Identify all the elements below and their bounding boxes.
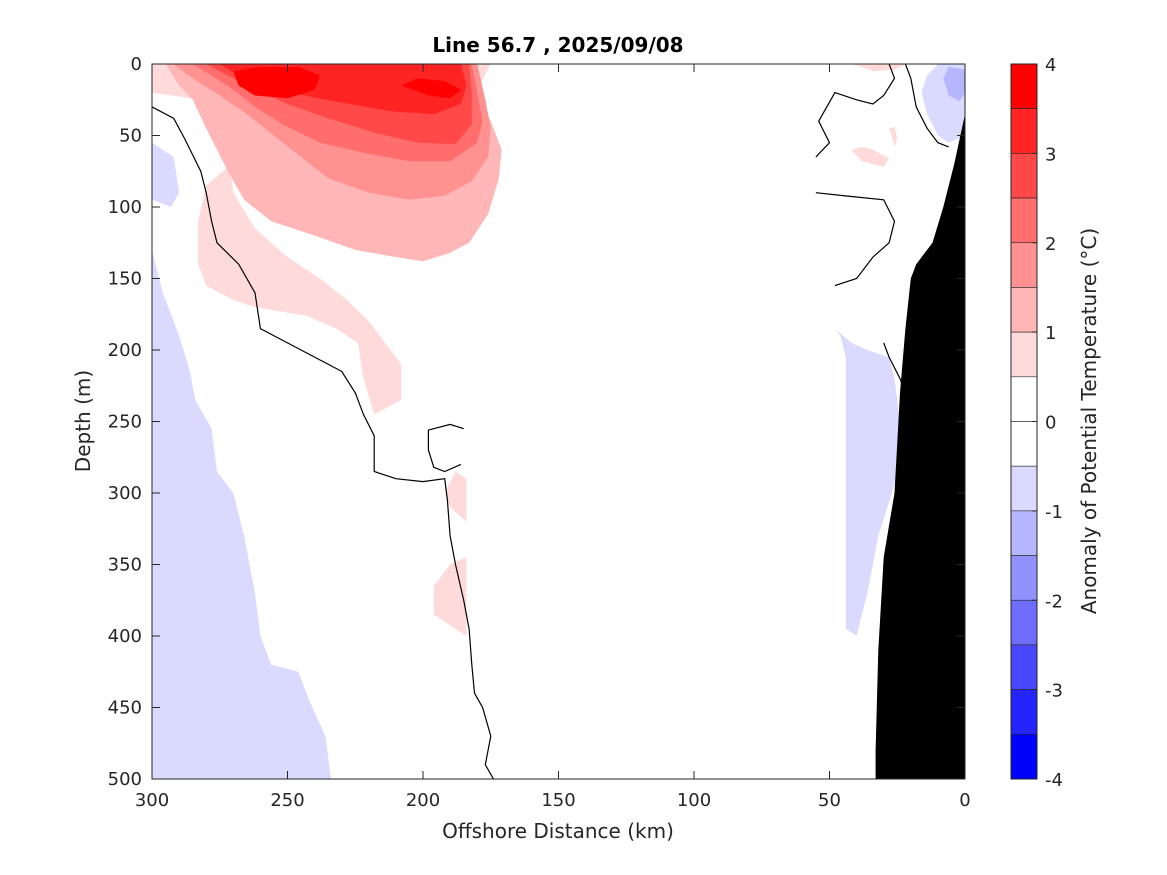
anomaly-region-warm-nearshore-2	[851, 146, 890, 167]
colorbar-level	[1010, 108, 1038, 154]
y-tick-label: 200	[108, 340, 142, 361]
colorbar-level	[1010, 421, 1038, 467]
zero-contours	[152, 64, 949, 779]
x-tick-label: 300	[135, 790, 169, 811]
colorbar-tick-label: 1	[1045, 323, 1056, 344]
x-tick-label: 200	[406, 790, 440, 811]
anomaly-region-cool-nearshore	[829, 321, 900, 636]
y-tick-label: 500	[108, 769, 142, 790]
x-axis-label: Offshore Distance (km)	[442, 819, 674, 843]
y-tick-label: 350	[108, 555, 142, 576]
anomaly-region-cool-nearshore-core	[943, 66, 965, 102]
colorbar-tick-label: -1	[1045, 502, 1063, 523]
colorbar-level	[1010, 510, 1038, 556]
colorbar-tick-label: 2	[1045, 234, 1056, 255]
anomaly-region-warm-3.5	[233, 66, 320, 99]
colorbar-level	[1010, 197, 1038, 244]
anomaly-regions	[152, 64, 965, 779]
colorbar-level	[1010, 287, 1038, 333]
x-tick-label: 150	[541, 790, 575, 811]
anomaly-region-warm-nearshore-3	[889, 126, 898, 147]
anomaly-region-cool-offshore	[152, 249, 331, 779]
colorbar-tick-label: -4	[1045, 770, 1063, 791]
colorbar-tick-label: 3	[1045, 144, 1056, 165]
y-tick-label: 250	[108, 412, 142, 433]
y-tick-label: 0	[131, 54, 142, 75]
zero-contour-line	[815, 192, 896, 287]
colorbar-level	[1010, 465, 1038, 512]
x-tick-label: 0	[959, 790, 970, 811]
colorbar-ticks: 4 3 2 1 0 -1 -2 -3 -4	[1032, 55, 1063, 791]
colorbar-level	[1010, 555, 1038, 601]
colorbar-level	[1010, 644, 1038, 690]
colorbar-level	[1010, 331, 1038, 378]
plot-area	[152, 64, 965, 779]
y-tick-label: 400	[108, 626, 142, 647]
anomaly-region-warm-core-200	[401, 78, 461, 99]
colorbar-level	[1010, 599, 1038, 646]
colorbar-level	[1010, 734, 1038, 780]
anomaly-region-warm-lens-190	[444, 471, 467, 522]
x-tick-label: 50	[818, 790, 841, 811]
y-tick-label: 450	[108, 698, 142, 719]
x-tick-label: 100	[677, 790, 711, 811]
zero-contour-line	[427, 423, 464, 473]
x-axis-ticks: 300 250 200 150 100 50 0	[135, 64, 971, 811]
colorbar-level	[1010, 242, 1038, 288]
y-axis-ticks: 0 50 100 150 200 250 300 350 400 450 500	[108, 54, 965, 790]
zero-contour-line	[904, 64, 949, 148]
y-tick-label: 150	[108, 269, 142, 290]
chart-title: Line 56.7 , 2025/09/08	[432, 33, 683, 57]
colorbar-level	[1010, 689, 1038, 735]
bathymetry-polygon	[875, 114, 965, 779]
colorbar-tick-label: 0	[1045, 413, 1056, 434]
y-tick-label: 300	[108, 483, 142, 504]
colorbar-label: Anomaly of Potential Temperature (°C)	[1077, 228, 1101, 614]
anomaly-region-cool-offshore-upper	[152, 142, 180, 207]
zero-contour-line	[152, 106, 495, 779]
colorbar-level	[1010, 63, 1038, 109]
colorbar-tick-label: 4	[1045, 55, 1056, 76]
zero-contour-line	[815, 64, 896, 158]
colorbar-level	[1010, 376, 1038, 422]
bathymetry	[875, 114, 965, 779]
x-tick-label: 250	[270, 790, 304, 811]
anomaly-region-warm-nearshore-1	[851, 64, 906, 72]
y-tick-label: 50	[119, 126, 142, 147]
colorbar-level	[1010, 153, 1038, 199]
y-axis-label: Depth (m)	[71, 370, 95, 472]
colorbar-tick-label: -2	[1045, 591, 1063, 612]
colorbar-tick-label: -3	[1045, 681, 1063, 702]
y-tick-label: 100	[108, 197, 142, 218]
